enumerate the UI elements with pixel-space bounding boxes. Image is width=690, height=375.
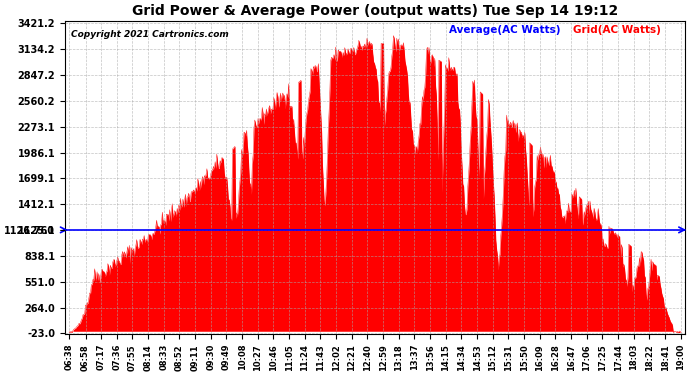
Text: Grid(AC Watts): Grid(AC Watts) xyxy=(573,26,661,35)
Text: Copyright 2021 Cartronics.com: Copyright 2021 Cartronics.com xyxy=(71,30,229,39)
Title: Grid Power & Average Power (output watts) Tue Sep 14 19:12: Grid Power & Average Power (output watts… xyxy=(132,4,618,18)
Text: Average(AC Watts): Average(AC Watts) xyxy=(449,26,561,35)
